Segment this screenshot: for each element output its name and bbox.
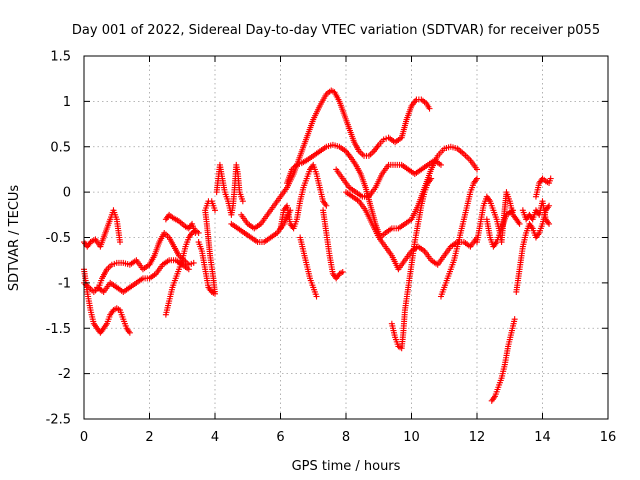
data-series-track-a — [81, 207, 124, 250]
data-series-track-u — [488, 316, 518, 404]
data-point — [339, 268, 346, 275]
data-series-track-p — [333, 157, 444, 200]
data-point — [516, 220, 523, 227]
data-point — [437, 161, 444, 168]
data-point — [185, 266, 192, 273]
y-tick-label: 0 — [63, 186, 71, 201]
y-tick-label: -2.5 — [46, 413, 71, 428]
x-tick-label: 8 — [342, 430, 350, 445]
data-series-track-f — [162, 211, 199, 236]
data-point — [510, 207, 517, 214]
y-tick-label: -0.5 — [46, 231, 71, 246]
x-tick-label: 10 — [403, 430, 420, 445]
data-series-track-q — [388, 175, 435, 352]
y-tick-label: -1.5 — [46, 322, 71, 337]
data-series-track-h — [213, 161, 246, 218]
x-tick-label: 2 — [145, 430, 153, 445]
data-series-track-r — [437, 175, 480, 300]
y-tick-label: 0.5 — [50, 140, 71, 155]
data-point — [511, 316, 518, 323]
data-series-track-w — [532, 175, 554, 200]
y-tick-label: -2 — [58, 367, 71, 382]
data-series-track-l — [277, 161, 330, 232]
data-series-track-g — [195, 198, 218, 297]
data-point — [428, 175, 435, 182]
x-tick-label: 16 — [600, 430, 617, 445]
y-axis-label: SDTVAR / TECUs — [7, 185, 22, 292]
data-point — [117, 239, 124, 246]
data-series-track-t — [483, 207, 517, 250]
x-axis-label: GPS time / hours — [292, 459, 401, 474]
x-tick-label: 0 — [80, 430, 88, 445]
data-point — [313, 293, 320, 300]
y-tick-label: 1.5 — [50, 50, 71, 65]
data-point — [547, 175, 554, 182]
data-series-track-k — [284, 141, 480, 241]
data-series-track-m — [297, 234, 320, 300]
data-point — [212, 207, 218, 214]
data-point — [126, 329, 133, 336]
data-series-track-n — [320, 207, 346, 282]
data-point — [546, 202, 553, 209]
data-point — [323, 202, 330, 209]
data-point — [192, 229, 199, 236]
data-point — [474, 175, 480, 182]
grid — [84, 56, 608, 419]
axis-ticks: 0 2 4 6 8 10 12 14 16 -2.5 -2 -1.5 -1 -0.5 0 0.5 1 1.5 — [46, 50, 617, 446]
x-tick-label: 14 — [534, 430, 551, 445]
data-point — [190, 259, 197, 266]
chart-title: Day 001 of 2022, Sidereal Day-to-day VTE… — [72, 23, 600, 38]
data-point — [426, 105, 433, 112]
y-tick-label: -1 — [58, 276, 71, 291]
data-series-track-x — [519, 198, 553, 227]
data-series-track-o — [343, 189, 480, 273]
data-points — [81, 87, 554, 404]
y-tick-label: 1 — [63, 95, 71, 110]
x-tick-label: 12 — [469, 430, 486, 445]
x-tick-label: 6 — [276, 430, 284, 445]
data-point — [239, 198, 246, 205]
x-tick-label: 4 — [211, 430, 219, 445]
data-point — [546, 220, 553, 227]
data-series-track-j — [238, 87, 433, 232]
data-point — [474, 166, 480, 173]
data-series-track-c — [81, 266, 133, 336]
